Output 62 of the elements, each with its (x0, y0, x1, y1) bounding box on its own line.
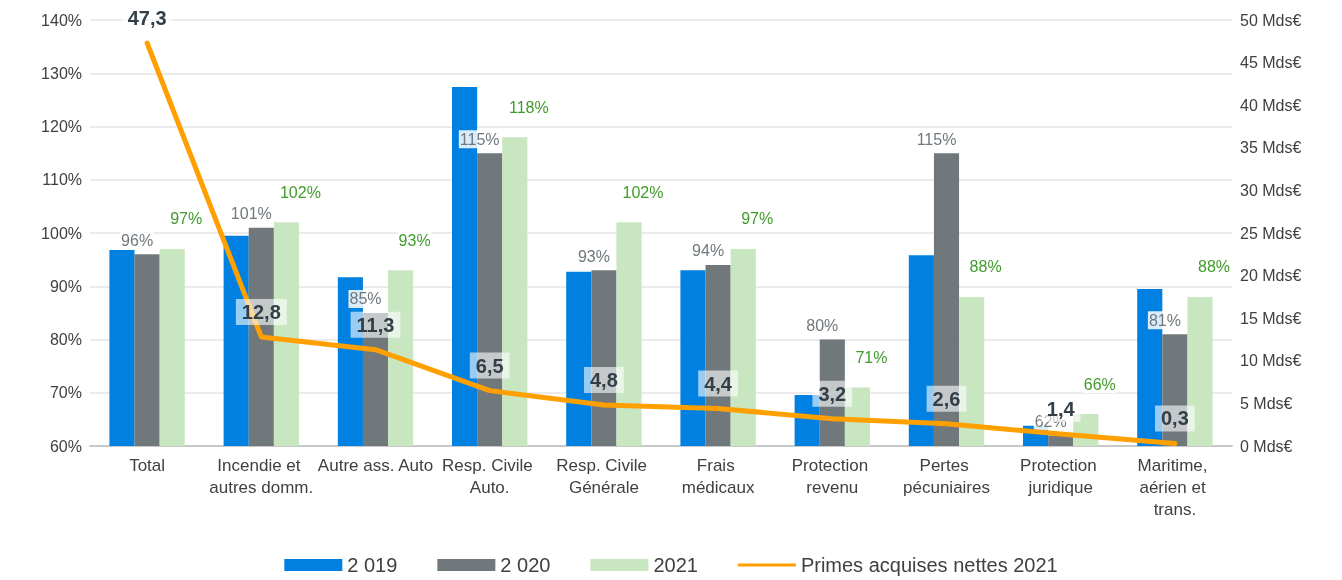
data-label: 115% (916, 130, 957, 148)
y2-tick-label: 5 Mds€ (1240, 394, 1293, 412)
y-tick-label: 90% (49, 277, 82, 295)
data-label: 118% (508, 98, 549, 116)
x-tick-label: Resp. Civile Générale (556, 455, 652, 497)
data-label: 85% (349, 290, 382, 308)
data-label: 101% (230, 205, 272, 223)
data-label: 102% (279, 183, 321, 201)
data-label: 93% (577, 247, 610, 265)
data-label: 6,5 (475, 354, 504, 377)
y-tick-label: 100% (41, 224, 82, 242)
y-tick-label: 80% (49, 331, 82, 348)
data-label: 88% (969, 258, 1002, 276)
data-label: 97% (741, 210, 774, 228)
y2-tick-label: 10 Mds€ (1240, 352, 1302, 370)
data-label: 3,2 (818, 382, 847, 405)
y-tick-label: 130% (41, 64, 82, 82)
data-label: 11,3 (356, 313, 395, 336)
data-label: 88% (1198, 258, 1231, 276)
data-label: 93% (398, 231, 431, 249)
legend-label: Primes acquises nettes 2021 (800, 554, 1058, 576)
data-label: 4,4 (704, 372, 733, 395)
x-tick-label: Maritime, aérien et trans. (1137, 455, 1213, 519)
legend-label: 2 019 (347, 554, 398, 576)
legend-label: 2 020 (500, 554, 551, 576)
x-tick-label: Autre ass. Auto (317, 455, 434, 475)
data-label: 4,8 (589, 369, 618, 392)
x-tick-label: Resp. Civile Auto. (441, 455, 538, 497)
data-label: 47,3 (127, 7, 167, 29)
data-label: 115% (459, 130, 500, 148)
data-label: 80% (806, 317, 839, 334)
x-tick-label: Protection revenu (791, 455, 873, 497)
y2-tick-label: 45 Mds€ (1240, 54, 1302, 72)
y-tick-label: 120% (41, 118, 82, 135)
x-tick-label: Incendie et autres domm. (209, 455, 314, 497)
y-tick-label: 60% (49, 437, 82, 455)
y2-tick-label: 20 Mds€ (1240, 267, 1302, 285)
legend-label: 2021 (653, 554, 698, 576)
data-label: 12,8 (241, 300, 281, 323)
x-tick-label: Protection juridique (1020, 455, 1102, 497)
data-label: 102% (622, 183, 664, 201)
y2-tick-label: 30 Mds€ (1240, 181, 1302, 199)
data-label: 96% (121, 231, 154, 249)
data-label: 2,6 (932, 387, 961, 410)
data-label: 71% (855, 348, 888, 366)
y2-tick-label: 0 Mds€ (1240, 437, 1293, 455)
y2-tick-label: 15 Mds€ (1240, 309, 1302, 327)
x-tick-label: Pertes pécuniaires (903, 455, 990, 497)
data-label: 81% (1148, 311, 1181, 329)
data-label: 94% (692, 242, 725, 260)
y-tick-label: 110% (42, 171, 82, 189)
y2-tick-label: 40 Mds€ (1240, 96, 1302, 114)
y-tick-label: 140% (41, 11, 82, 29)
y2-tick-label: 25 Mds€ (1240, 224, 1302, 242)
x-tick-label: Frais médicaux (681, 455, 755, 497)
y2-tick-label: 35 Mds€ (1240, 139, 1302, 157)
data-label: 66% (1083, 375, 1116, 393)
x-tick-label: Total (129, 455, 166, 475)
y-tick-label: 70% (49, 384, 82, 402)
y2-tick-label: 50 Mds€ (1240, 11, 1302, 29)
data-label: 97% (170, 210, 203, 228)
data-label: 0,3 (1160, 407, 1189, 430)
